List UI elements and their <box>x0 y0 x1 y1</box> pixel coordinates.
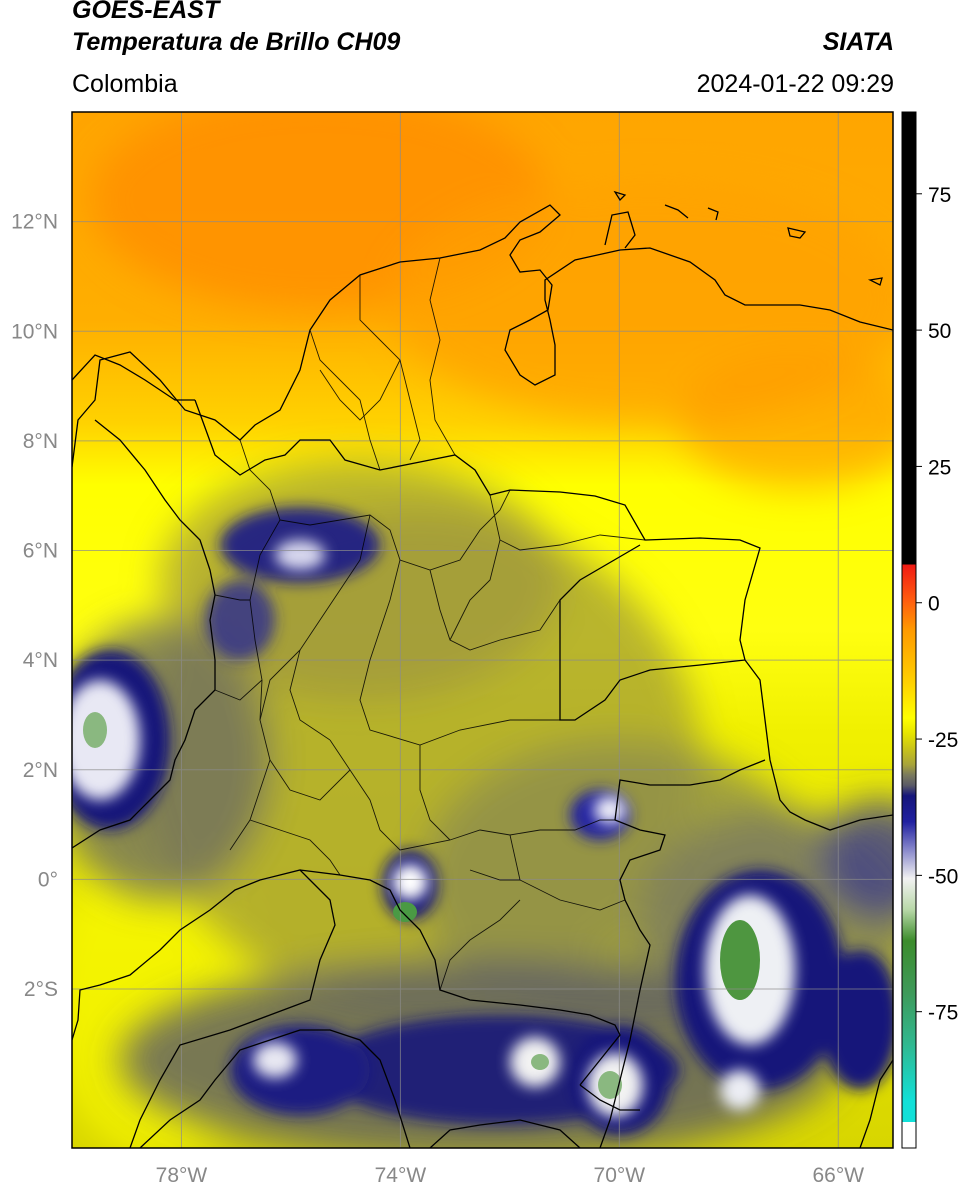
paraguana-peninsula <box>604 211 636 249</box>
latitude-tick-label: 6°N <box>23 540 58 563</box>
vichada-boundary <box>559 544 746 721</box>
latitude-tick-label: 4°N <box>23 649 58 672</box>
brazil-border-east <box>859 1059 893 1148</box>
product-title: Temperatura de Brillo CH09 <box>72 28 401 56</box>
island-3 <box>613 190 627 202</box>
latitude-tick-label: 10°N <box>11 320 58 343</box>
longitude-tick-label: 66°W <box>812 1164 864 1187</box>
longitude-tick-label: 70°W <box>594 1164 646 1187</box>
latitude-tick-label: 8°N <box>23 430 58 453</box>
colorbar-tick-label: 50 <box>928 320 951 343</box>
latitude-tick-label: 2°N <box>23 759 58 782</box>
datetime-label: 2024-01-22 09:29 <box>696 70 894 98</box>
island-1 <box>787 227 807 239</box>
coastline-borders <box>72 190 893 1148</box>
colorbar-tick-label: 75 <box>928 184 951 207</box>
colorbar-tick-label: -50 <box>928 865 958 888</box>
colorbar-tick-label: -25 <box>928 729 958 752</box>
longitude-tick-labels: 78°W 74°W 70°W 66°W <box>156 1164 865 1187</box>
colombia-brazil-border <box>599 759 766 1148</box>
colorbar-tick-label: -75 <box>928 1002 958 1025</box>
latitude-tick-labels: 12°N 10°N 8°N 6°N 4°N 2°N 0° 2°S <box>11 211 58 1001</box>
latitude-tick-label: 12°N <box>11 211 58 234</box>
colombia-peru-border <box>299 869 621 1086</box>
aruba-curacao <box>664 204 689 219</box>
leticia-trapezoid <box>579 1084 640 1111</box>
colombia-venezuela-border <box>194 399 893 831</box>
colorbar-tick-labels: 75 50 25 0 -25 -50 -75 <box>916 184 958 1025</box>
region-label: Colombia <box>72 70 178 98</box>
colorbar-tick-label: 0 <box>928 593 940 616</box>
colorbar-tick-label: 25 <box>928 456 951 479</box>
agency-label: SIATA <box>822 28 894 56</box>
latitude-tick-label: 2°S <box>24 978 58 1001</box>
peru-ecuador-border <box>139 1029 411 1148</box>
longitude-tick-label: 74°W <box>375 1164 427 1187</box>
colorbar <box>901 111 917 1149</box>
brightness-temperature-field <box>72 112 893 1148</box>
caribbean-coast <box>72 204 893 468</box>
map-frame <box>71 111 894 1149</box>
coldest-cloud-tops <box>83 712 760 1099</box>
latitude-tick-label: 0° <box>38 868 58 891</box>
department-borders <box>214 257 646 991</box>
colombia-pacific-coast <box>72 419 216 849</box>
panama-coast <box>72 354 195 401</box>
longitude-tick-label: 78°W <box>156 1164 208 1187</box>
amazon-river-line <box>429 1119 581 1148</box>
bonaire <box>707 207 719 221</box>
graticule <box>72 112 893 1148</box>
island-2 <box>867 277 883 286</box>
satellite-title: GOES-EAST <box>72 0 220 24</box>
